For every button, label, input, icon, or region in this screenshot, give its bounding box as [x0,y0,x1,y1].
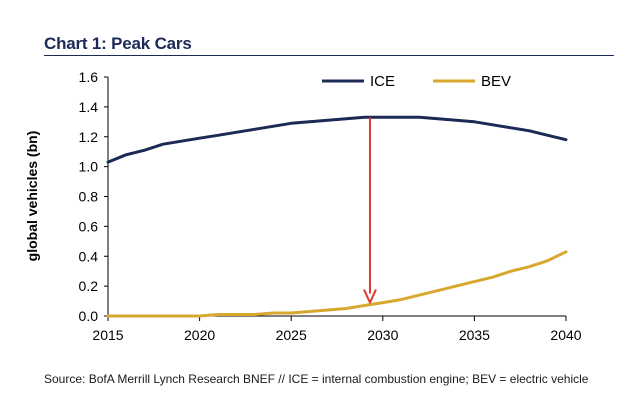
x-tick-label: 2020 [184,327,215,343]
chart-title: Chart 1: Peak Cars [44,34,192,53]
legend-label-bev: BEV [481,73,511,90]
source-note: Source: BofA Merrill Lynch Research BNEF… [44,372,589,386]
x-tick-label: 2030 [367,327,398,343]
y-tick-label: 1.2 [79,129,99,145]
title-rule [44,55,614,56]
x-tick-label: 2035 [459,327,490,343]
y-tick-label: 0.6 [79,218,99,234]
y-tick-label: 0.0 [79,308,99,324]
y-tick-label: 0.8 [79,189,99,205]
y-tick-label: 1.6 [79,69,99,85]
y-tick-label: 0.4 [79,248,99,264]
x-tick-label: 2025 [276,327,307,343]
x-tick-label: 2015 [92,327,123,343]
y-tick-label: 1.4 [79,99,99,115]
y-tick-label: 0.2 [79,278,99,294]
y-axis-label: global vehicles (bn) [24,131,40,262]
peak-arrow-head [363,289,377,304]
legend-label-ice: ICE [370,73,395,90]
series-line-bev [106,250,568,318]
y-tick-label: 1.0 [79,159,99,175]
x-tick-label: 2040 [550,327,581,343]
series-line-ice [106,115,568,164]
